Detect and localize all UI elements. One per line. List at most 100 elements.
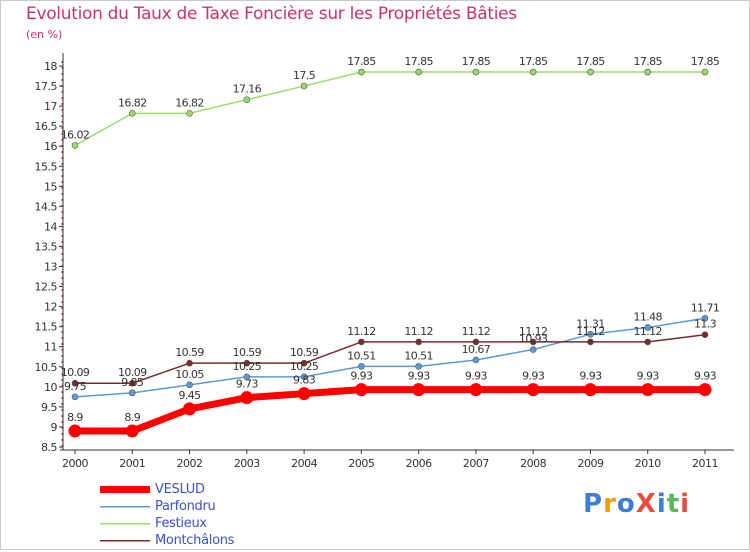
data-point [587, 68, 594, 76]
data-point [186, 110, 193, 117]
data-point [128, 389, 136, 397]
y-tick-label: 16 [44, 140, 57, 153]
data-label: 9.93 [350, 370, 373, 383]
data-point [529, 346, 537, 353]
data-point [68, 424, 82, 438]
data-point [701, 331, 709, 339]
data-label: 17.5 [293, 69, 316, 82]
x-tick-label: 2005 [348, 457, 374, 470]
logo-letter: t [666, 489, 681, 519]
data-point [300, 359, 308, 367]
y-tick-label: 10.5 [35, 361, 58, 374]
series-line-veslud [75, 386, 705, 435]
data-label: 8.9 [124, 411, 140, 424]
data-point [644, 68, 652, 76]
data-point [644, 338, 652, 346]
y-tick-label: 12 [44, 301, 57, 314]
y-tick-label: 16.5 [35, 120, 58, 133]
y-tick-label: 14.5 [35, 200, 58, 213]
data-label: 10.05 [175, 368, 204, 381]
y-tick-label: 17.5 [35, 80, 58, 93]
legend-swatch [100, 486, 150, 493]
data-point [300, 82, 308, 90]
y-tick-label: 15 [44, 180, 57, 193]
data-point [358, 363, 365, 370]
y-tick-label: 14 [44, 220, 57, 233]
data-point [186, 359, 193, 367]
y-tick-label: 9 [51, 421, 58, 434]
data-label: 10.93 [519, 333, 548, 346]
data-label: 11.12 [519, 325, 548, 338]
data-label: 9.93 [522, 370, 545, 383]
data-label: 10.09 [118, 366, 147, 379]
data-label: 11.12 [404, 325, 433, 338]
logo-letter: P [583, 489, 604, 519]
legend-label-festieux: Festieux [155, 516, 207, 531]
data-label: 9.75 [64, 380, 87, 393]
data-label: 17.85 [519, 55, 548, 68]
data-label: 16.82 [118, 96, 147, 109]
data-label: 10.67 [462, 343, 491, 356]
data-point [128, 379, 136, 387]
data-label: 11.12 [347, 325, 376, 338]
legend-swatch [100, 540, 150, 542]
data-point [469, 383, 483, 397]
data-point [240, 391, 254, 405]
legend-label-montchalons: Montchâlons [155, 533, 235, 548]
chart-title: Evolution du Taux de Taxe Foncière sur l… [26, 4, 517, 24]
data-label: 9.83 [293, 374, 316, 387]
x-tick-label: 2009 [577, 457, 603, 470]
data-label: 10.59 [233, 346, 262, 359]
x-tick-label: 2004 [291, 457, 317, 470]
data-label: 17.85 [576, 55, 605, 68]
x-tick-label: 2000 [62, 457, 88, 470]
legend-label-parfondru: Parfondru [155, 499, 216, 514]
y-tick-label: 13.5 [35, 240, 58, 253]
data-label: 10.59 [175, 346, 204, 359]
data-label: 8.9 [67, 411, 83, 424]
data-point [472, 356, 480, 364]
data-label: 17.16 [233, 83, 262, 96]
chart-subtitle: (en %) [26, 28, 63, 41]
data-label: 11.31 [576, 317, 605, 330]
x-tick-label: 2010 [635, 457, 661, 470]
data-point [526, 383, 540, 397]
data-point [641, 383, 655, 397]
logo-letter: i [656, 489, 667, 519]
legend-label-veslud: VESLUD [155, 482, 205, 497]
data-label: 9.93 [465, 370, 488, 383]
series-line-festieux [74, 71, 705, 147]
y-tick-label: 10 [44, 381, 57, 394]
data-label: 9.93 [694, 370, 717, 383]
data-label: 10.59 [290, 346, 319, 359]
data-label: 17.85 [691, 55, 720, 68]
series-line-montchâlons [75, 333, 706, 384]
y-tick-label: 15.5 [35, 160, 58, 173]
x-tick-label: 2002 [177, 457, 203, 470]
data-label: 16.02 [61, 128, 90, 141]
y-tick-label: 13 [44, 261, 57, 274]
data-point [415, 363, 422, 370]
proxiti-logo: ProXiti [583, 489, 690, 519]
data-label: 9.45 [178, 389, 201, 402]
data-label: 11.12 [462, 325, 491, 338]
data-point [297, 387, 311, 401]
y-tick-label: 12.5 [35, 281, 58, 294]
x-tick-label: 2001 [119, 457, 145, 470]
data-label: 11.12 [633, 325, 662, 338]
data-label: 9.85 [121, 376, 144, 389]
x-tick-label: 2003 [234, 457, 260, 470]
data-point [415, 338, 422, 346]
series-line-parfondru [74, 317, 706, 398]
data-label: 16.82 [175, 96, 204, 109]
data-point [412, 383, 426, 397]
y-tick-label: 11 [44, 341, 57, 354]
data-point [529, 338, 537, 346]
data-label: 10.51 [404, 349, 433, 362]
logo-letter: o [616, 489, 636, 519]
data-point [128, 110, 136, 117]
data-point [186, 381, 193, 389]
data-label: 10.25 [290, 360, 319, 373]
legend-swatch [100, 523, 150, 525]
